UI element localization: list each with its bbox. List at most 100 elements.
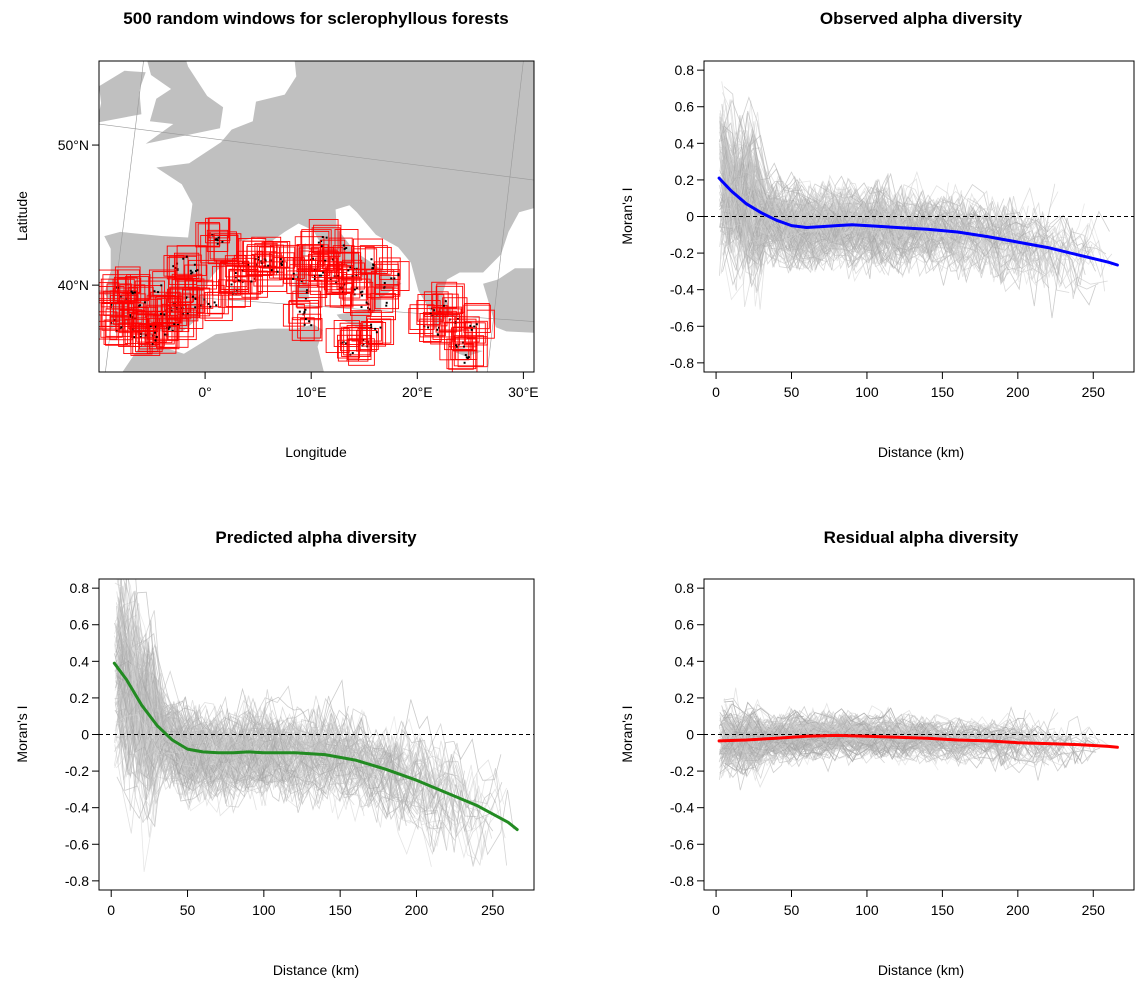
plot-point [379,326,382,329]
background-line [724,137,1025,241]
plot-point [168,326,171,329]
x-tick-label: 250 [481,902,505,918]
plot-point [365,301,368,304]
y-tick-label: -0.6 [670,318,694,334]
plot-point [193,263,196,266]
y-tick-label: 0 [81,727,89,743]
x-tick-label: 200 [405,902,429,918]
window-square [346,325,373,352]
plot-point [133,291,136,294]
plot-point [154,339,157,342]
window-square [288,300,319,331]
plot-point [237,279,240,282]
plot-point [292,277,295,280]
background-line [127,579,404,765]
plot-point [303,311,306,314]
window-square [301,229,332,261]
window-square [324,278,353,307]
plot-point [429,312,432,315]
y-tick-label: 0.6 [70,617,90,633]
window-square [299,318,323,342]
plot-point [186,312,189,315]
background-line [722,724,980,760]
plot-point [260,260,263,263]
plot-point [246,264,249,267]
plot-point [270,269,273,272]
plot-point [383,281,386,284]
plot-layers [99,579,534,872]
background-line [119,645,421,784]
background-line [721,721,890,767]
window-square [465,322,486,344]
window-square [206,229,229,252]
observed-axes: 0 50 100 150 200 250 -0.8 -0.6 -0.4 -0.2 0 0.2 0.4 0.… [670,60,1135,400]
plot-point [276,270,279,273]
background-line [719,189,1015,292]
window-square [359,245,388,274]
window-square [126,274,151,300]
plot-point [470,328,473,331]
background-line [720,146,1048,287]
mean-series-line [717,176,1119,267]
background-line [114,744,220,838]
plot-point [196,269,199,272]
window-square [350,293,372,316]
plot-point [267,264,270,267]
background-line [724,730,1101,766]
land-africa [99,324,324,372]
plot-point [209,305,212,308]
background-line [116,677,497,832]
plot-point [143,301,146,304]
plot-point [312,257,315,260]
background-line [722,155,1045,249]
window-square [366,318,392,344]
window-square [437,293,459,316]
y-tick-label: -0.4 [670,282,694,298]
plot-point [355,274,358,277]
plot-point [199,304,202,307]
window-square [188,259,217,290]
window-square [297,313,322,339]
plot-point [473,325,476,328]
window-square [329,283,354,308]
window-square [351,245,375,271]
background-line [719,129,923,243]
map-title: 500 random windows for sclerophyllous fo… [123,9,508,28]
plot-point [185,255,188,258]
window-square [424,314,446,337]
plot-point [360,306,363,309]
plot-point [318,274,321,277]
plot-point [306,289,309,292]
background-line [724,160,864,244]
x-tick-label: 50 [784,902,800,918]
plot-point [393,277,396,280]
graticule-line [487,61,524,372]
plot-point [385,301,388,304]
plot-point [234,276,237,279]
mean-series-line [717,733,1119,749]
plot-point [370,323,373,326]
window-square [290,274,320,304]
window-square [463,304,491,333]
background-line [723,720,854,755]
plot-point [338,286,341,289]
y-tick-label: 0.4 [675,135,695,151]
window-square [288,300,311,324]
window-square [457,336,488,368]
background-line [723,208,964,267]
plot-point [253,277,256,280]
background-line [119,671,477,831]
plot-layers [704,687,1134,791]
plot-point [343,247,346,250]
plot-point [170,309,173,312]
plot-point [182,257,185,260]
plot-point [374,327,377,330]
plot-point [109,322,112,325]
window-square [268,252,295,279]
window-square [114,266,141,293]
plot-point [397,274,400,277]
window-square [241,270,268,298]
plot-point [195,297,198,300]
window-square [364,246,392,275]
plot-point [436,333,439,336]
